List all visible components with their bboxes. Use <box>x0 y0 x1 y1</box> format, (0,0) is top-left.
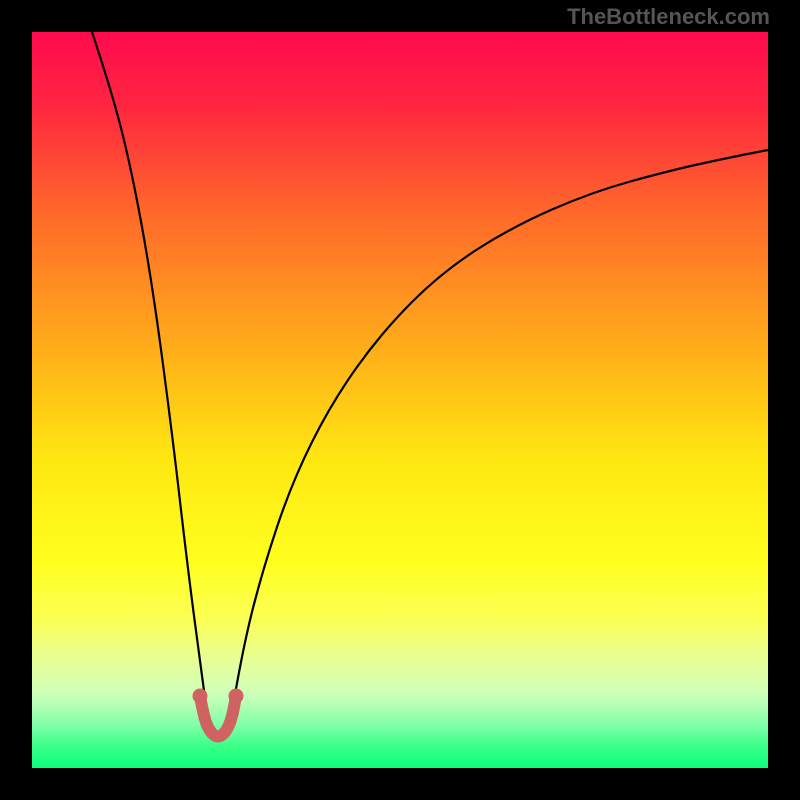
plot-area <box>32 32 768 768</box>
watermark-text: TheBottleneck.com <box>567 4 770 30</box>
curve-right-branch <box>232 150 768 712</box>
highlight-dot-right <box>229 689 244 704</box>
curve-left-branch <box>92 32 207 712</box>
highlight-dot-left <box>193 689 208 704</box>
outer-frame: TheBottleneck.com <box>0 0 800 800</box>
highlight-u-shape <box>200 696 236 737</box>
curves-svg <box>32 32 768 768</box>
